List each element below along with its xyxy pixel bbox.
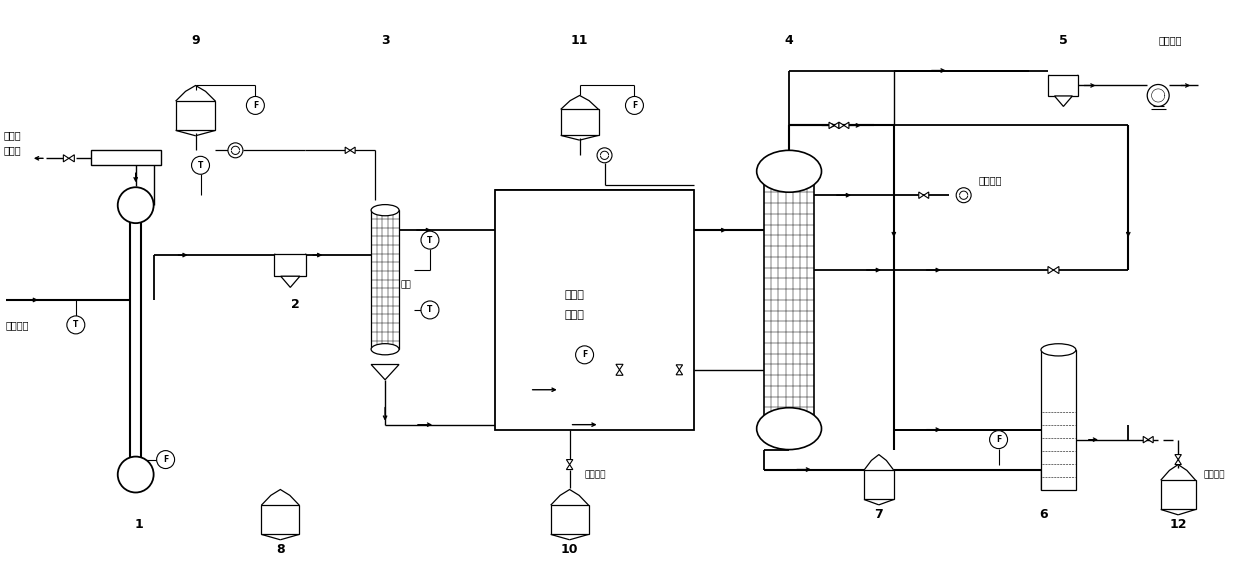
Text: 高温烟气: 高温烟气 xyxy=(6,320,30,330)
Text: 水蒸汽: 水蒸汽 xyxy=(4,131,21,140)
Polygon shape xyxy=(566,459,572,465)
Bar xyxy=(494,190,694,430)
Ellipse shape xyxy=(372,344,399,355)
Polygon shape xyxy=(676,365,683,370)
Text: 12: 12 xyxy=(1170,518,1187,531)
Text: 疏水: 疏水 xyxy=(400,280,411,290)
Circle shape xyxy=(421,301,439,319)
Polygon shape xyxy=(281,276,300,287)
Circle shape xyxy=(990,431,1007,449)
Text: 9: 9 xyxy=(191,34,199,47)
Text: T: T xyxy=(73,320,78,329)
Text: 10: 10 xyxy=(561,543,579,556)
Circle shape xyxy=(118,457,154,492)
Text: T: T xyxy=(198,161,203,170)
Circle shape xyxy=(957,188,971,203)
Bar xyxy=(176,101,216,131)
Polygon shape xyxy=(1053,266,1059,274)
Circle shape xyxy=(247,96,264,115)
Circle shape xyxy=(192,156,209,174)
Text: 循环使用: 循环使用 xyxy=(1203,470,1224,479)
Circle shape xyxy=(156,451,175,469)
Polygon shape xyxy=(1048,266,1053,274)
Bar xyxy=(764,171,814,429)
Circle shape xyxy=(421,231,439,249)
Polygon shape xyxy=(566,465,572,470)
Text: 气体排放: 气体排放 xyxy=(979,175,1002,185)
Polygon shape xyxy=(1175,455,1181,459)
Text: 3: 3 xyxy=(380,34,389,47)
Bar xyxy=(1161,481,1196,510)
Polygon shape xyxy=(616,370,623,375)
Text: T: T xyxy=(427,235,432,245)
Text: 7: 7 xyxy=(875,508,883,521)
Polygon shape xyxy=(919,192,924,198)
Text: 6: 6 xyxy=(1040,508,1048,521)
Circle shape xyxy=(626,96,643,115)
Polygon shape xyxy=(1149,437,1154,443)
Polygon shape xyxy=(346,147,351,153)
Text: 5: 5 xyxy=(1059,34,1068,47)
Text: F: F xyxy=(632,101,637,110)
Text: 1: 1 xyxy=(134,518,142,531)
Text: F: F xyxy=(253,101,258,110)
Bar xyxy=(550,505,589,535)
Ellipse shape xyxy=(1041,344,1075,356)
Text: F: F xyxy=(996,435,1001,444)
Polygon shape xyxy=(616,364,623,370)
Polygon shape xyxy=(839,122,844,129)
Polygon shape xyxy=(844,122,849,129)
Polygon shape xyxy=(69,154,74,162)
Bar xyxy=(1048,75,1078,96)
Bar xyxy=(1041,350,1075,490)
Polygon shape xyxy=(1054,96,1073,107)
Polygon shape xyxy=(351,147,356,153)
Text: T: T xyxy=(427,306,432,315)
Text: 高温洁: 高温洁 xyxy=(565,290,585,300)
Bar xyxy=(560,109,598,135)
Bar xyxy=(274,254,306,276)
Polygon shape xyxy=(676,370,683,375)
Polygon shape xyxy=(834,122,839,129)
Text: 2: 2 xyxy=(291,299,300,311)
Polygon shape xyxy=(1175,459,1181,465)
Bar xyxy=(372,210,399,349)
Circle shape xyxy=(576,346,593,364)
Text: 烟气排放: 烟气排放 xyxy=(1158,35,1182,46)
Text: 4: 4 xyxy=(784,34,793,47)
Circle shape xyxy=(1147,84,1170,107)
Text: 11: 11 xyxy=(571,34,589,47)
Circle shape xyxy=(228,143,243,158)
Circle shape xyxy=(67,316,84,334)
Ellipse shape xyxy=(757,408,821,450)
Ellipse shape xyxy=(372,205,399,216)
Bar xyxy=(261,505,300,535)
Polygon shape xyxy=(829,122,834,129)
Ellipse shape xyxy=(757,150,821,192)
Bar xyxy=(864,470,893,499)
Polygon shape xyxy=(372,364,399,380)
Bar xyxy=(90,150,161,165)
Text: 净空气: 净空气 xyxy=(565,310,585,320)
Text: F: F xyxy=(582,351,587,359)
Circle shape xyxy=(597,148,612,163)
Text: 8: 8 xyxy=(276,543,285,556)
Text: 循环使用: 循环使用 xyxy=(585,470,606,479)
Circle shape xyxy=(118,187,154,223)
Polygon shape xyxy=(63,154,69,162)
Polygon shape xyxy=(1144,437,1149,443)
Polygon shape xyxy=(924,192,929,198)
Text: F: F xyxy=(164,455,169,464)
Text: 供用户: 供用户 xyxy=(4,145,21,156)
